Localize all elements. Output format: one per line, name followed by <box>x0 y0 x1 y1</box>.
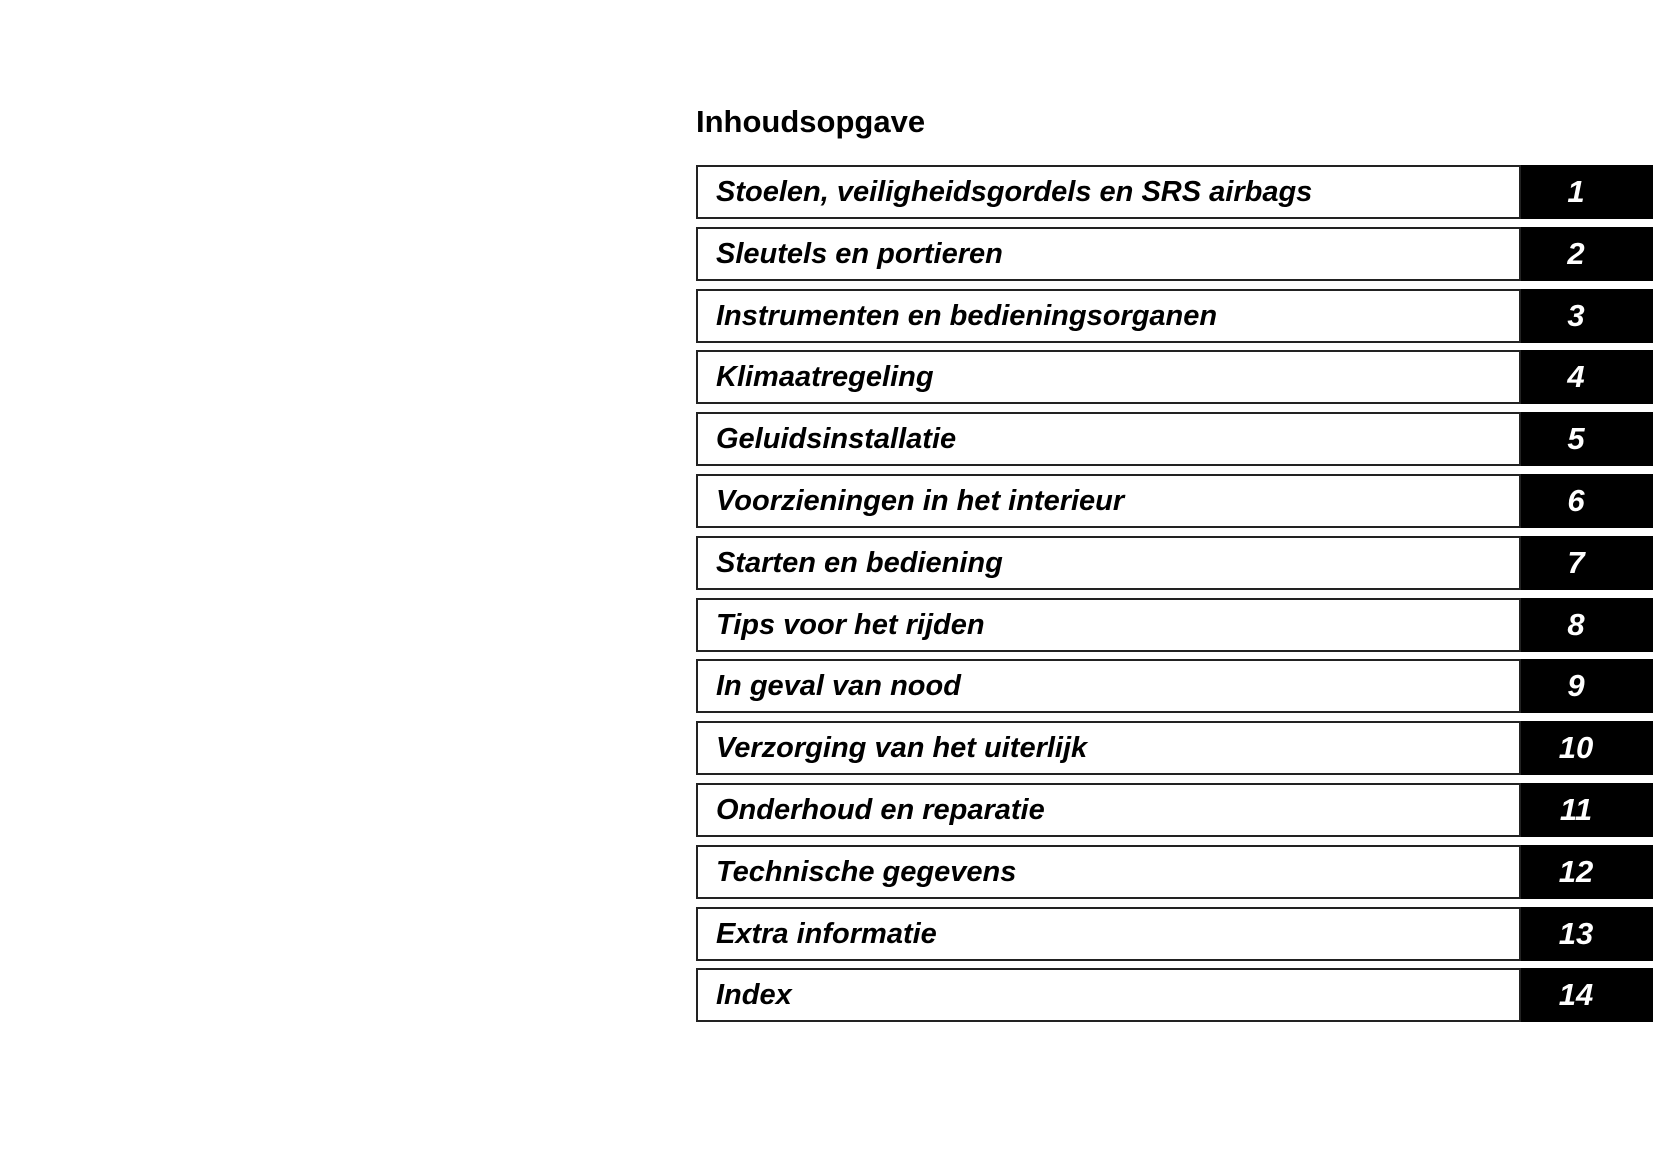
chapter-title[interactable]: Technische gegevens <box>716 855 1017 888</box>
toc-entry[interactable]: Geluidsinstallatie 5 <box>696 412 1653 467</box>
chapter-title[interactable]: In geval van nood <box>716 670 961 703</box>
chapter-number-tab[interactable]: 12 <box>1521 844 1653 899</box>
toc-entry[interactable]: Starten en bediening 7 <box>696 535 1653 590</box>
chapter-title[interactable]: Extra informatie <box>716 917 937 950</box>
toc-entry[interactable]: Instrumenten en bedieningsorganen 3 <box>696 288 1653 343</box>
chapter-number-tab[interactable]: 13 <box>1521 906 1653 961</box>
chapter-label-box[interactable]: Instrumenten en bedieningsorganen <box>696 288 1521 343</box>
toc-entry[interactable]: Voorzieningen in het interieur 6 <box>696 474 1653 528</box>
chapter-number-tab[interactable]: 4 <box>1521 350 1653 405</box>
chapter-number: 3 <box>1567 297 1585 333</box>
chapter-number: 5 <box>1567 421 1585 457</box>
chapter-title[interactable]: Verzorging van het uiterlijk <box>716 732 1088 765</box>
chapter-title[interactable]: Starten en bediening <box>716 546 1003 579</box>
chapter-number: 4 <box>1567 359 1585 395</box>
chapter-number-tab[interactable]: 5 <box>1521 412 1653 467</box>
chapter-title[interactable]: Geluidsinstallatie <box>716 423 957 456</box>
chapter-number-tab[interactable]: 6 <box>1521 474 1653 528</box>
chapter-label-box[interactable]: Klimaatregeling <box>696 350 1521 405</box>
chapter-title[interactable]: Stoelen, veiligheidsgordels en SRS airba… <box>716 176 1313 208</box>
chapter-number: 1 <box>1567 174 1585 209</box>
chapter-number: 12 <box>1558 853 1594 889</box>
toc-entry[interactable]: Index 14 <box>696 968 1653 1023</box>
chapter-label-box[interactable]: Stoelen, veiligheidsgordels en SRS airba… <box>696 165 1521 219</box>
toc-entry[interactable]: In geval van nood 9 <box>696 659 1653 714</box>
chapter-label-box[interactable]: Tips voor het rijden <box>696 597 1521 652</box>
toc-entry[interactable]: Tips voor het rijden 8 <box>696 597 1653 652</box>
toc-entry[interactable]: Klimaatregeling 4 <box>696 350 1653 405</box>
chapter-number-tab[interactable]: 2 <box>1521 226 1653 281</box>
toc-entry[interactable]: Stoelen, veiligheidsgordels en SRS airba… <box>696 165 1653 219</box>
toc-entry[interactable]: Sleutels en portieren 2 <box>696 226 1653 281</box>
chapter-number-tab[interactable]: 1 <box>1521 165 1653 219</box>
chapter-label-box[interactable]: Geluidsinstallatie <box>696 412 1521 467</box>
chapter-number-tab[interactable]: 7 <box>1521 535 1653 590</box>
chapter-title[interactable]: Sleutels en portieren <box>716 237 1003 270</box>
toc-entry[interactable]: Onderhoud en reparatie 11 <box>696 783 1653 837</box>
chapter-title[interactable]: Instrumenten en bedieningsorganen <box>716 299 1218 332</box>
chapter-number: 7 <box>1567 544 1585 580</box>
chapter-label-box[interactable]: Voorzieningen in het interieur <box>696 474 1521 528</box>
chapter-number: 8 <box>1567 606 1585 642</box>
chapter-number-tab[interactable]: 14 <box>1521 968 1653 1023</box>
toc-entry[interactable]: Technische gegevens 12 <box>696 844 1653 899</box>
chapter-number: 11 <box>1559 792 1593 827</box>
chapter-number-tab[interactable]: 11 <box>1521 783 1653 837</box>
chapter-title[interactable]: Klimaatregeling <box>716 361 934 394</box>
chapter-title[interactable]: Tips voor het rijden <box>716 608 985 641</box>
chapter-number-tab[interactable]: 3 <box>1521 288 1653 343</box>
toc-entry[interactable]: Verzorging van het uiterlijk 10 <box>696 721 1653 776</box>
chapter-label-box[interactable]: Verzorging van het uiterlijk <box>696 721 1521 776</box>
chapter-number: 14 <box>1558 977 1594 1013</box>
chapter-title[interactable]: Index <box>716 979 792 1012</box>
chapter-number-tab[interactable]: 8 <box>1521 597 1653 652</box>
chapter-title[interactable]: Onderhoud en reparatie <box>716 794 1045 826</box>
chapter-label-box[interactable]: Sleutels en portieren <box>696 226 1521 281</box>
chapter-number: 10 <box>1558 730 1594 766</box>
chapter-label-box[interactable]: Starten en bediening <box>696 535 1521 590</box>
chapter-label-box[interactable]: Extra informatie <box>696 906 1521 961</box>
chapter-title[interactable]: Voorzieningen in het interieur <box>716 485 1125 517</box>
chapter-number: 6 <box>1567 483 1585 518</box>
chapter-number: 13 <box>1558 915 1594 951</box>
chapter-number-tab[interactable]: 9 <box>1521 659 1653 714</box>
chapter-label-box[interactable]: Onderhoud en reparatie <box>696 783 1521 837</box>
chapter-label-box[interactable]: In geval van nood <box>696 659 1521 714</box>
chapter-label-box[interactable]: Index <box>696 968 1521 1023</box>
chapter-number-tab[interactable]: 10 <box>1521 721 1653 776</box>
chapter-label-box[interactable]: Technische gegevens <box>696 844 1521 899</box>
chapter-number: 9 <box>1567 668 1585 704</box>
page-title: Inhoudsopgave <box>696 104 926 139</box>
chapter-number: 2 <box>1567 235 1585 271</box>
toc-entry[interactable]: Extra informatie 13 <box>696 906 1653 961</box>
